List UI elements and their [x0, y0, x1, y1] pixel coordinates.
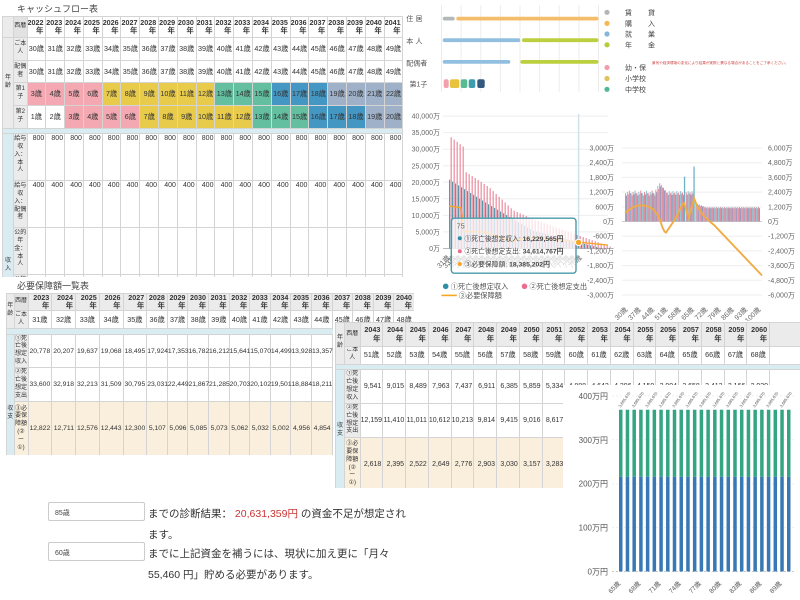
svg-text:-1,200万: -1,200万 — [768, 233, 795, 241]
svg-text:77歳: 77歳 — [687, 579, 703, 595]
svg-text:30,000万: 30,000万 — [412, 146, 440, 154]
svg-text:51歳: 51歳 — [652, 305, 669, 321]
svg-text:就: 就 — [625, 30, 632, 39]
svg-text:幼・保: 幼・保 — [625, 63, 646, 72]
svg-text:80歳: 80歳 — [707, 579, 723, 595]
svg-text:-600万: -600万 — [593, 233, 614, 241]
svg-text:②死亡後想定支出: 34,614,767円: ②死亡後想定支出: 34,614,767円 — [465, 247, 564, 256]
svg-text:86歳: 86歳 — [747, 579, 763, 595]
svg-text:300万円: 300万円 — [579, 436, 608, 445]
svg-text:1,200万: 1,200万 — [589, 189, 614, 197]
svg-text:第1子: 第1子 — [410, 80, 428, 89]
svg-text:72歳: 72歳 — [692, 305, 709, 321]
svg-text:①死亡後想定収入: 16,229,565円: ①死亡後想定収入: 16,229,565円 — [465, 234, 564, 243]
svg-text:小学校: 小学校 — [625, 74, 646, 83]
svg-text:-1,200万: -1,200万 — [587, 247, 614, 255]
svg-text:6,000万: 6,000万 — [768, 145, 793, 153]
svg-text:業: 業 — [648, 30, 655, 39]
svg-text:0万円: 0万円 — [588, 568, 608, 577]
svg-text:③必要保障額: ③必要保障額 — [459, 291, 502, 300]
svg-text:79歳: 79歳 — [706, 305, 723, 321]
svg-text:0万: 0万 — [768, 218, 779, 226]
svg-text:600万: 600万 — [595, 203, 614, 211]
svg-text:30歳: 30歳 — [613, 305, 630, 321]
svg-text:③必要保障額: 18,385,202円: ③必要保障額: 18,385,202円 — [465, 260, 551, 269]
svg-text:貸: 貸 — [648, 8, 655, 17]
svg-text:3,685,670: 3,685,670 — [779, 390, 794, 408]
svg-text:年: 年 — [625, 40, 632, 49]
svg-text:20,000万: 20,000万 — [412, 179, 440, 187]
svg-text:40,000万: 40,000万 — [412, 113, 440, 121]
svg-text:3,000万: 3,000万 — [589, 145, 614, 153]
svg-text:②死亡後想定支出: ②死亡後想定支出 — [530, 282, 588, 291]
svg-text:0万: 0万 — [603, 218, 614, 226]
svg-text:75: 75 — [457, 224, 465, 231]
svg-text:2,400万: 2,400万 — [589, 159, 614, 167]
svg-text:37歳: 37歳 — [626, 305, 643, 321]
svg-text:①死亡後想定収入: ①死亡後想定収入 — [451, 282, 509, 291]
svg-text:-4,800万: -4,800万 — [768, 277, 795, 285]
svg-text:配偶者: 配偶者 — [406, 59, 427, 68]
svg-text:86歳: 86歳 — [719, 305, 736, 321]
svg-text:35,000万: 35,000万 — [412, 129, 440, 137]
svg-text:賃: 賃 — [625, 8, 632, 17]
svg-text:4,800万: 4,800万 — [768, 159, 793, 167]
svg-text:25,000万: 25,000万 — [412, 162, 440, 170]
svg-text:購: 購 — [625, 19, 632, 28]
svg-text:71歳: 71歳 — [646, 579, 662, 595]
svg-text:1,800万: 1,800万 — [589, 174, 614, 182]
svg-text:2,400万: 2,400万 — [768, 189, 793, 197]
svg-text:人: 人 — [416, 38, 423, 46]
svg-text:65歳: 65歳 — [679, 305, 696, 321]
svg-text:65歳: 65歳 — [606, 579, 622, 595]
svg-text:83歳: 83歳 — [727, 579, 743, 595]
svg-text:-1,800万: -1,800万 — [587, 262, 614, 270]
svg-text:0万: 0万 — [429, 245, 440, 253]
svg-text:44歳: 44歳 — [639, 305, 656, 321]
svg-text:58歳: 58歳 — [666, 305, 683, 321]
svg-text:-2,400万: -2,400万 — [587, 277, 614, 285]
svg-text:金: 金 — [648, 40, 655, 49]
svg-text:74歳: 74歳 — [667, 579, 683, 595]
svg-text:1,200万: 1,200万 — [768, 203, 793, 211]
svg-text:200万円: 200万円 — [579, 480, 608, 489]
svg-text:89歳: 89歳 — [767, 579, 783, 595]
svg-text:15,000万: 15,000万 — [412, 195, 440, 203]
svg-text:-3,000万: -3,000万 — [587, 292, 614, 300]
svg-text:中学校: 中学校 — [625, 85, 646, 94]
svg-text:400万円: 400万円 — [579, 392, 608, 401]
svg-text:10,000万: 10,000万 — [412, 212, 440, 220]
svg-text:68歳: 68歳 — [626, 579, 642, 595]
svg-text:居: 居 — [416, 15, 423, 23]
svg-text:-2,400万: -2,400万 — [768, 247, 795, 255]
svg-text:本: 本 — [406, 37, 413, 46]
svg-text:-3,600万: -3,600万 — [768, 262, 795, 270]
svg-text:3,600万: 3,600万 — [768, 174, 793, 182]
svg-text:-6,000万: -6,000万 — [768, 292, 795, 300]
svg-text:入: 入 — [648, 20, 655, 28]
svg-text:景気や経済環境の変化により結果が実際と異なる場合があることを: 景気や経済環境の変化により結果が実際と異なる場合があることをご了承ください。 — [652, 60, 789, 65]
svg-text:5,000万: 5,000万 — [415, 228, 440, 236]
svg-text:住: 住 — [406, 14, 413, 23]
svg-text:100万円: 100万円 — [579, 524, 608, 533]
